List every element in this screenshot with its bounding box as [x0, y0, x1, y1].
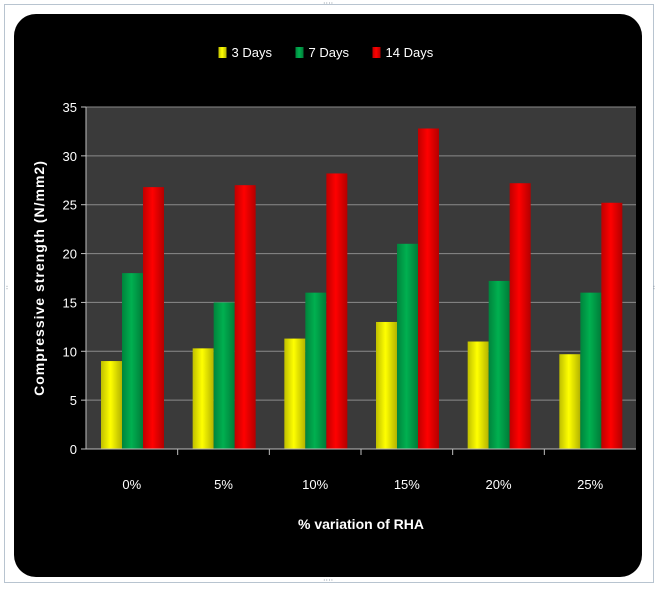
bar-7-days-10pct — [305, 292, 327, 449]
legend-swatch-3-days — [218, 47, 227, 58]
x-axis-ticks: 0% 5% 10% 15% 20% 25% — [122, 449, 604, 492]
y-tick-label-0: 0 — [70, 442, 77, 457]
x-tick-label-5pct: 5% — [214, 477, 233, 492]
bar-7-days-25pct — [580, 292, 602, 449]
legend-swatch-14-days — [372, 47, 381, 58]
legend-label-14-days: 14 Days — [386, 45, 434, 60]
x-tick-label-25pct: 25% — [577, 477, 603, 492]
bar-14-days-25pct — [601, 202, 623, 449]
y-axis-title: Compressive strength (N/mm2) — [31, 160, 47, 396]
resize-handle-top-icon[interactable]: ···· — [323, 0, 334, 8]
y-tick-label-5: 5 — [70, 393, 77, 408]
bar-14-days-0pct — [143, 187, 164, 449]
bar-3-days-10pct — [284, 338, 306, 449]
bar-3-days-5pct — [192, 348, 214, 449]
legend: 3 Days 7 Days 14 Days — [218, 45, 434, 60]
x-tick-label-20pct: 20% — [485, 477, 511, 492]
bar-14-days-20pct — [509, 183, 531, 449]
y-tick-label-20: 20 — [63, 247, 77, 262]
plot-area — [86, 107, 636, 449]
chart-area: 3 Days 7 Days 14 Days 0 5 10 15 20 25 30 35 0% 5% 1… — [14, 14, 642, 577]
y-tick-label-15: 15 — [63, 295, 77, 310]
bar-7-days-0pct — [122, 273, 143, 449]
bar-3-days-15pct — [376, 321, 397, 449]
resize-handle-left-icon[interactable]: ·· — [2, 285, 11, 291]
y-axis-ticks: 0 5 10 15 20 25 30 35 — [63, 100, 86, 457]
bar-7-days-5pct — [213, 302, 235, 449]
legend-label-7-days: 7 Days — [309, 45, 350, 60]
y-tick-label-25: 25 — [63, 198, 77, 213]
bar-3-days-25pct — [559, 354, 581, 449]
bar-14-days-10pct — [326, 173, 348, 449]
gridlines — [86, 106, 636, 401]
x-tick-label-10pct: 10% — [302, 477, 328, 492]
bar-chart: 3 Days 7 Days 14 Days 0 5 10 15 20 25 30 35 0% 5% 1… — [31, 45, 636, 532]
bar-7-days-20pct — [488, 280, 510, 449]
y-tick-label-30: 30 — [63, 149, 77, 164]
x-tick-label-0pct: 0% — [122, 477, 141, 492]
bars — [101, 128, 623, 450]
bar-14-days-15pct — [418, 128, 439, 450]
y-tick-label-35: 35 — [63, 100, 77, 115]
resize-handle-bottom-icon[interactable]: ···· — [323, 576, 334, 585]
x-axis-title: % variation of RHA — [298, 516, 424, 532]
y-tick-label-10: 10 — [63, 344, 77, 359]
bar-14-days-5pct — [234, 185, 256, 449]
resize-handle-right-icon[interactable]: ·· — [649, 285, 658, 291]
legend-swatch-7-days — [295, 47, 304, 58]
x-tick-label-15pct: 15% — [394, 477, 420, 492]
legend-label-3-days: 3 Days — [232, 45, 273, 60]
bar-3-days-20pct — [467, 341, 489, 449]
bar-7-days-15pct — [397, 243, 418, 449]
bar-3-days-0pct — [101, 361, 122, 449]
